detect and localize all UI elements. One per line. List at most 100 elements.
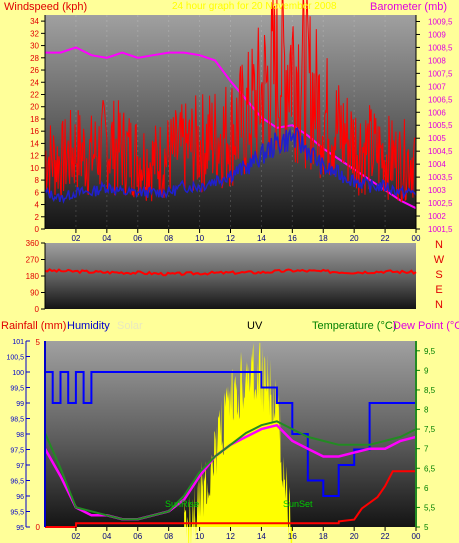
windspeed-tick-label: 26 (30, 66, 39, 75)
hour-tick-label: 06 (133, 234, 142, 243)
temperature-tick-label: 7,5 (424, 425, 436, 434)
windspeed-tick-label: 28 (30, 54, 39, 63)
humidity-tick-label: 97 (16, 463, 24, 470)
humidity-tick-label: 96,5 (10, 479, 24, 486)
humidity-tick-label: 100,5 (6, 355, 24, 362)
windspeed-tick-label: 6 (35, 188, 40, 197)
uv-label: UV (247, 320, 263, 332)
temperature-tick-label: 8,5 (424, 386, 436, 395)
hour-tick-label: 12 (226, 532, 235, 541)
hour-tick-label: 14 (257, 234, 266, 243)
hour-tick-label: 22 (381, 234, 390, 243)
wind-average-line (44, 127, 417, 204)
temp-x-axis-ticks: 02 04 06 08 10 12 14 16 18 20 22 00 (71, 527, 421, 541)
temperature-tick-label: 9,5 (424, 347, 436, 356)
temperature-series (44, 420, 417, 521)
barometer-tick-label: 1001,5 (428, 225, 453, 234)
windspeed-tick-label: 22 (30, 90, 39, 99)
sunset-label: SunSet (283, 499, 313, 509)
barometer-tick-label: 1002 (428, 212, 446, 221)
temperature-tick-label: 6,5 (424, 464, 436, 473)
humidity-label: Humidity (67, 320, 110, 332)
temperature-tick-label: 8 (424, 406, 429, 415)
hour-tick-label: 22 (381, 532, 390, 541)
wind-plot-area (45, 15, 416, 229)
hour-tick-label: 08 (164, 234, 173, 243)
hour-tick-label: 04 (102, 532, 111, 541)
hour-tick-label: 16 (288, 234, 297, 243)
windspeed-tick-label: 32 (30, 29, 39, 38)
windspeed-tick-label: 10 (30, 164, 39, 173)
humidity-tick-label: 96 (16, 494, 24, 501)
barometer-tick-label: 1003 (428, 186, 446, 195)
barometer-tick-label: 1009,5 (428, 17, 453, 26)
humidity-tick-label: 95 (16, 525, 24, 532)
hour-tick-label: 06 (133, 532, 142, 541)
hour-tick-label: 08 (164, 532, 173, 541)
windspeed-tick-label: 20 (30, 103, 39, 112)
windspeed-tick-label: 18 (30, 115, 39, 124)
uv-area (184, 342, 293, 543)
humidity-series (45, 371, 416, 497)
compass-tick-label: N (435, 299, 443, 311)
barometer-axis-ticks: 1001,5 1002 1002,5 1003 1003,5 1004 1004,5 1005… (416, 17, 453, 234)
sun-annotations: SunRise SunSet (165, 499, 313, 509)
rain-tick-label: 0 (36, 523, 41, 532)
solar-label: Solar (117, 320, 143, 332)
temperature-tick-label: 6 (424, 484, 429, 493)
barometer-tick-label: 1004 (428, 160, 446, 169)
hour-tick-label: 14 (257, 532, 266, 541)
windspeed-tick-label: 2 (35, 213, 40, 222)
windspeed-tick-label: 16 (30, 127, 39, 136)
humidity-tick-label: 97,5 (10, 448, 24, 455)
compass-tick-label: W (434, 254, 445, 266)
barometer-tick-label: 1006 (428, 108, 446, 117)
degree-tick-label: 360 (26, 239, 40, 248)
humidity-tick-label: 98 (16, 432, 24, 439)
degree-tick-label: 180 (26, 272, 40, 281)
barometer-tick-label: 1004,5 (428, 147, 453, 156)
humidity-tick-label: 95,5 (10, 510, 24, 517)
windspeed-tick-label: 4 (35, 201, 40, 210)
hour-tick-label: 00 (412, 532, 421, 541)
wind-direction-line (44, 268, 417, 277)
sunrise-label: SunRise (165, 499, 199, 509)
hour-tick-label: 18 (319, 234, 328, 243)
hour-tick-label: 02 (71, 532, 80, 541)
humidity-tick-label: 99,5 (10, 386, 24, 393)
hour-tick-label: 16 (288, 532, 297, 541)
rainfall-series (45, 470, 416, 528)
barometer-tick-label: 1009 (428, 30, 446, 39)
barometer-tick-label: 1006,5 (428, 95, 453, 104)
windspeed-tick-label: 34 (30, 17, 39, 26)
hour-tick-label: 12 (226, 234, 235, 243)
barometer-tick-label: 1002,5 (428, 199, 453, 208)
direction-plot-area (45, 243, 416, 309)
barometer-tick-label: 1005,5 (428, 121, 453, 130)
barometer-tick-label: 1008,5 (428, 43, 453, 52)
hour-tick-label: 10 (195, 234, 204, 243)
windspeed-tick-label: 8 (35, 176, 40, 185)
dewpoint-label: Dew Point (°C) (393, 320, 459, 332)
wind-gust-line (44, 0, 416, 203)
compass-tick-label: E (435, 284, 442, 296)
compass-tick-label: N (435, 239, 443, 251)
humidity-axis-ticks: 95 95,5 96 96,5 97 97,5 98 98,5 99 99,5 100 100,5 10… (6, 339, 30, 532)
humidity-tick-label: 100 (12, 370, 24, 377)
temperature-axis-ticks: 5 5,5 6 6,5 7 7,5 8 8,5 9 9,5 (416, 347, 436, 532)
hour-tick-label: 00 (412, 234, 421, 243)
degree-tick-label: 270 (26, 256, 40, 265)
hour-tick-label: 20 (350, 532, 359, 541)
uv-series (184, 342, 293, 543)
windspeed-tick-label: 0 (35, 225, 40, 234)
degree-tick-label: 90 (30, 289, 39, 298)
windspeed-tick-label: 12 (30, 152, 39, 161)
temperature-tick-label: 7 (424, 445, 429, 454)
temperature-tick-label: 5,5 (424, 503, 436, 512)
rain-axis-ticks: 05 (36, 338, 41, 532)
barometer-tick-label: 1007 (428, 82, 446, 91)
humidity-line (45, 371, 416, 497)
